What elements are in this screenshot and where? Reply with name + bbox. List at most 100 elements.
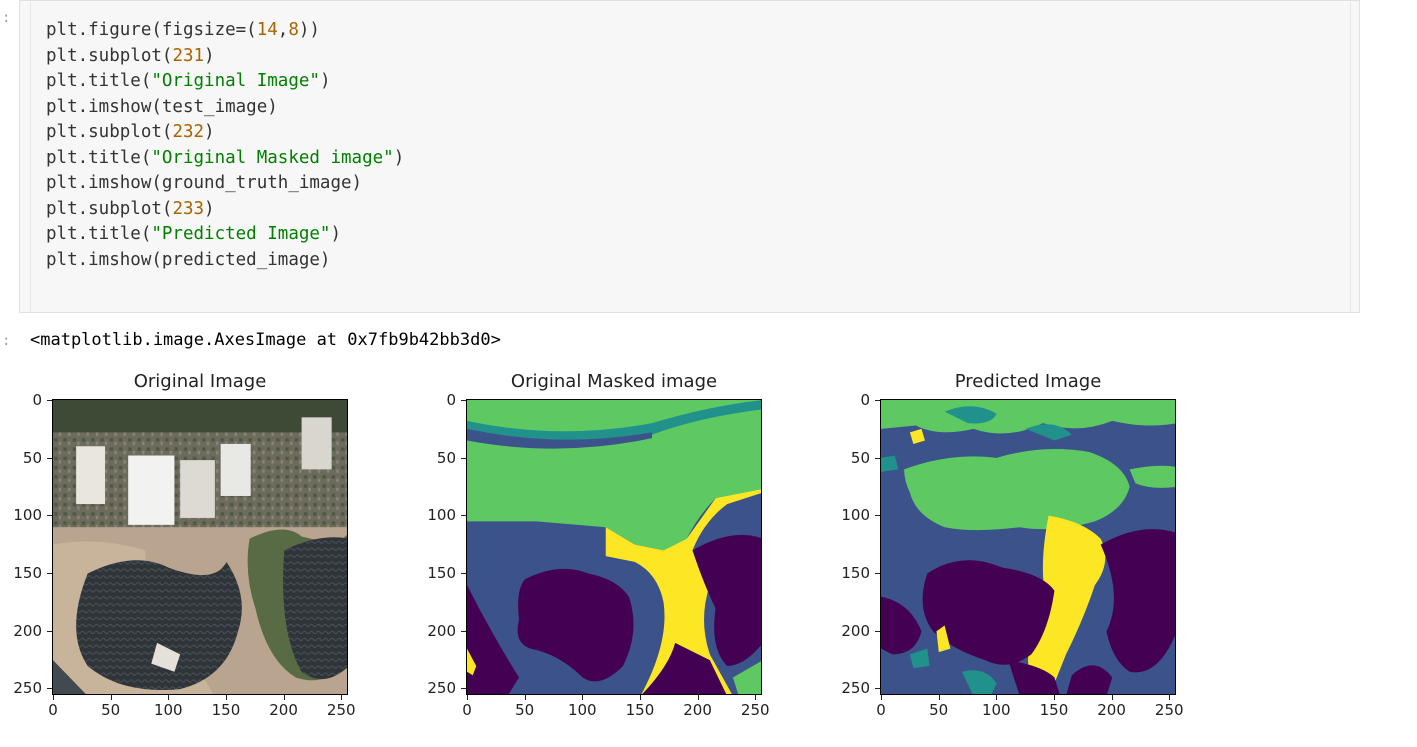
code-token: plt.imshow(test_image) bbox=[46, 97, 278, 117]
x-tick-mark bbox=[525, 695, 526, 700]
code-line[interactable]: plt.title("Original Masked image") bbox=[46, 146, 404, 171]
x-tick-mark bbox=[111, 695, 112, 700]
plot-title: Original Masked image bbox=[466, 371, 762, 393]
x-tick-label: 0 bbox=[861, 701, 901, 719]
x-tick-mark bbox=[755, 695, 756, 700]
x-tick-label: 150 bbox=[206, 701, 246, 719]
x-tick-label: 0 bbox=[33, 701, 73, 719]
y-tick-label: 100 bbox=[838, 506, 870, 524]
code-line[interactable]: plt.imshow(predicted_image) bbox=[46, 248, 330, 273]
code-line[interactable]: plt.imshow(test_image) bbox=[46, 95, 278, 120]
x-tick-label: 100 bbox=[976, 701, 1016, 719]
y-tick-label: 200 bbox=[424, 622, 456, 640]
code-line[interactable]: plt.figure(figsize=(14,8)) bbox=[46, 18, 320, 43]
x-tick-label: 100 bbox=[562, 701, 602, 719]
x-tick-mark bbox=[284, 695, 285, 700]
plot-title: Original Image bbox=[52, 371, 348, 393]
subplot-masked-image: Original Masked image 0 50 100 150 200 250 0 50… bbox=[414, 368, 794, 738]
code-token: ) bbox=[204, 199, 215, 219]
plot-title: Predicted Image bbox=[880, 371, 1176, 393]
code-cell[interactable]: plt.figure(figsize=(14,8)) plt.subplot(23… bbox=[19, 0, 1360, 313]
x-tick-label: 50 bbox=[91, 701, 131, 719]
output-prompt: : bbox=[2, 333, 10, 349]
code-line[interactable]: plt.subplot(233) bbox=[46, 197, 215, 222]
y-tick-mark bbox=[47, 631, 52, 632]
code-token: plt.subplot( bbox=[46, 46, 172, 66]
y-tick-label: 250 bbox=[10, 679, 42, 697]
code-number-token: 8 bbox=[288, 20, 299, 40]
code-number-token: 232 bbox=[172, 122, 204, 142]
x-tick-label: 50 bbox=[505, 701, 545, 719]
y-tick-label: 100 bbox=[10, 506, 42, 524]
code-line[interactable]: plt.title("Original Image") bbox=[46, 69, 330, 94]
y-tick-label: 150 bbox=[424, 564, 456, 582]
y-tick-label: 0 bbox=[838, 391, 870, 409]
code-token: plt.subplot( bbox=[46, 199, 172, 219]
x-tick-label: 250 bbox=[735, 701, 775, 719]
code-token: )) bbox=[299, 20, 320, 40]
y-tick-mark bbox=[47, 400, 52, 401]
x-tick-mark bbox=[939, 695, 940, 700]
code-line[interactable]: plt.title("Predicted Image") bbox=[46, 222, 341, 247]
y-tick-mark bbox=[875, 631, 880, 632]
y-tick-mark bbox=[875, 458, 880, 459]
ground-truth-mask-image bbox=[467, 400, 762, 695]
code-line[interactable]: plt.subplot(231) bbox=[46, 44, 215, 69]
code-token: plt.title( bbox=[46, 224, 151, 244]
subplot-predicted-image: Predicted Image 0 50 100 150 200 250 0 50 100 150… bbox=[828, 368, 1208, 738]
y-tick-label: 100 bbox=[424, 506, 456, 524]
x-tick-mark bbox=[582, 695, 583, 700]
y-tick-label: 50 bbox=[838, 449, 870, 467]
x-tick-label: 0 bbox=[447, 701, 487, 719]
y-tick-mark bbox=[47, 573, 52, 574]
y-tick-mark bbox=[875, 400, 880, 401]
code-string-token: "Predicted Image" bbox=[151, 224, 330, 244]
y-tick-mark bbox=[461, 400, 466, 401]
code-line[interactable]: plt.subplot(232) bbox=[46, 120, 215, 145]
x-tick-label: 250 bbox=[1149, 701, 1189, 719]
x-tick-mark bbox=[341, 695, 342, 700]
y-tick-label: 150 bbox=[838, 564, 870, 582]
code-line[interactable]: plt.imshow(ground_truth_image) bbox=[46, 171, 362, 196]
y-tick-label: 200 bbox=[10, 622, 42, 640]
code-token: ) bbox=[330, 224, 341, 244]
code-number-token: 14 bbox=[257, 20, 278, 40]
y-tick-label: 50 bbox=[10, 449, 42, 467]
y-tick-label: 0 bbox=[10, 391, 42, 409]
predicted-mask-image bbox=[881, 400, 1176, 695]
y-tick-mark bbox=[875, 573, 880, 574]
code-token: , bbox=[278, 20, 289, 40]
code-editor[interactable]: plt.figure(figsize=(14,8)) plt.subplot(23… bbox=[30, 2, 1351, 312]
code-token: ) bbox=[394, 148, 405, 168]
x-tick-mark bbox=[467, 695, 468, 700]
y-tick-mark bbox=[461, 515, 466, 516]
y-tick-label: 50 bbox=[424, 449, 456, 467]
y-tick-mark bbox=[47, 688, 52, 689]
code-token: plt.title( bbox=[46, 71, 151, 91]
output-text: <matplotlib.image.AxesImage at 0x7fb9b42… bbox=[30, 330, 501, 350]
x-tick-label: 250 bbox=[321, 701, 361, 719]
x-tick-mark bbox=[53, 695, 54, 700]
y-tick-label: 200 bbox=[838, 622, 870, 640]
x-tick-mark bbox=[168, 695, 169, 700]
code-token: plt.imshow(predicted_image) bbox=[46, 250, 330, 270]
code-string-token: "Original Image" bbox=[151, 71, 320, 91]
y-tick-mark bbox=[47, 458, 52, 459]
y-tick-label: 250 bbox=[838, 679, 870, 697]
code-token: ) bbox=[320, 71, 331, 91]
y-tick-mark bbox=[47, 515, 52, 516]
code-number-token: 231 bbox=[172, 46, 204, 66]
y-tick-label: 150 bbox=[10, 564, 42, 582]
code-token: plt.figure(figsize=( bbox=[46, 20, 257, 40]
axes-image bbox=[52, 399, 348, 695]
code-token: ) bbox=[204, 46, 215, 66]
code-token: plt.subplot( bbox=[46, 122, 172, 142]
aerial-photo-image bbox=[53, 400, 348, 695]
code-number-token: 233 bbox=[172, 199, 204, 219]
y-tick-mark bbox=[461, 631, 466, 632]
x-tick-mark bbox=[1054, 695, 1055, 700]
y-tick-label: 250 bbox=[424, 679, 456, 697]
x-tick-mark bbox=[1169, 695, 1170, 700]
y-tick-mark bbox=[875, 515, 880, 516]
y-tick-mark bbox=[875, 688, 880, 689]
